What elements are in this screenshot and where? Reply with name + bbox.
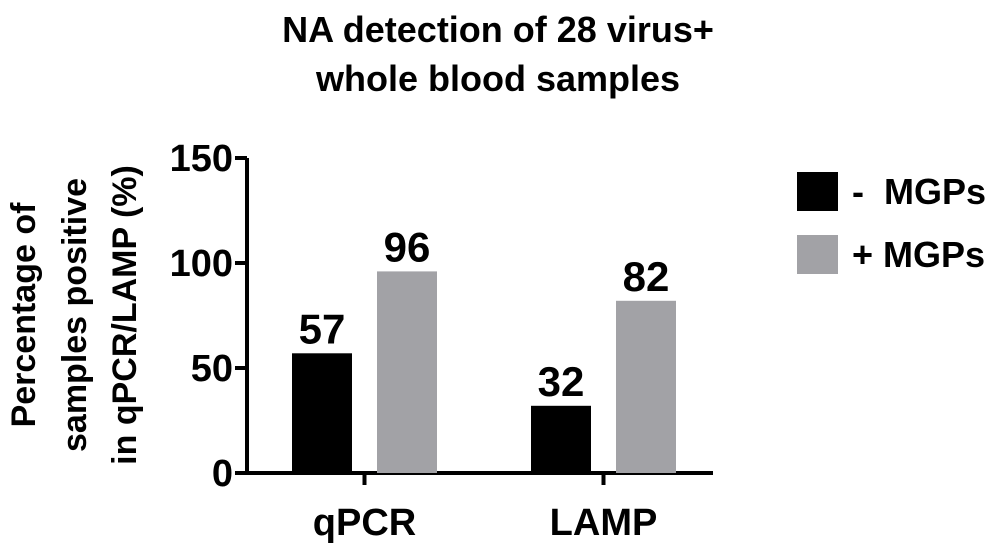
legend-label: + MGPs [852, 234, 985, 275]
y-tick-label: 50 [191, 348, 233, 390]
y-tick-label: 0 [212, 453, 233, 495]
y-axis-label-line: Percentage of [5, 202, 43, 428]
bar-value-label: 96 [384, 223, 431, 270]
x-category-label: qPCR [313, 502, 416, 543]
y-tick-label: 100 [170, 243, 233, 285]
chart-title-line: whole blood samples [315, 58, 680, 99]
legend-swatch [797, 172, 838, 211]
y-axis-label-line: in qPCR/LAMP (%) [106, 165, 144, 465]
legend-swatch [797, 235, 838, 274]
bar [616, 300, 676, 473]
x-category-label: LAMP [550, 502, 658, 543]
y-tick-label: 150 [170, 138, 233, 180]
bar [377, 271, 437, 473]
bar-value-label: 57 [299, 305, 346, 352]
bar [531, 405, 591, 473]
bars: 57 96 qPCR 32 82 LAMP [292, 223, 676, 544]
bar-value-label: 82 [623, 253, 670, 300]
bar-value-label: 32 [538, 358, 585, 405]
bar [292, 353, 352, 473]
chart-title-line: NA detection of 28 virus+ [282, 9, 714, 50]
legend-label: - MGPs [852, 171, 986, 212]
y-axis-label: Percentage of samples positive in qPCR/LAM… [5, 165, 144, 465]
chart-title: NA detection of 28 virus+ whole blood sam… [282, 9, 714, 99]
y-axis-label-line: samples positive [56, 178, 94, 452]
legend: - MGPs + MGPs [797, 171, 986, 275]
